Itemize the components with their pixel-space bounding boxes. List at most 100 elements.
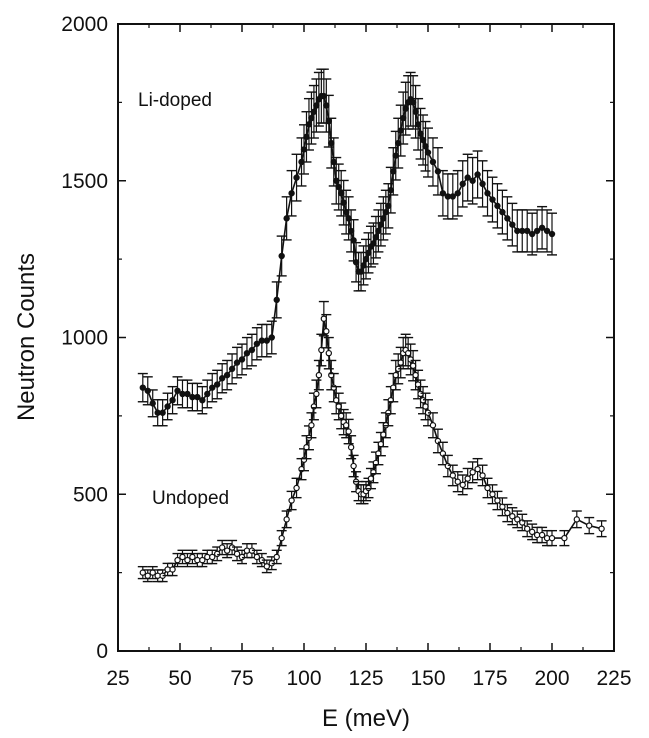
data-point xyxy=(347,227,355,235)
data-point xyxy=(561,534,568,542)
data-point xyxy=(238,356,246,363)
data-point xyxy=(586,522,593,529)
data-point xyxy=(409,362,417,369)
data-point xyxy=(218,375,226,382)
data-point xyxy=(484,484,491,492)
data-point xyxy=(509,221,516,228)
data-point xyxy=(350,462,357,470)
data-point xyxy=(305,121,313,128)
data-point xyxy=(360,262,367,269)
data-point xyxy=(233,550,241,558)
data-point xyxy=(300,456,308,463)
data-point xyxy=(377,440,385,448)
x-tick-labels: 25 50 75 100 125 150 175 200 225 xyxy=(106,667,631,690)
data-point xyxy=(469,177,476,184)
data-point xyxy=(174,556,181,564)
x-tick-label: 175 xyxy=(472,667,507,690)
data-point xyxy=(273,553,280,561)
series-layer xyxy=(137,68,607,583)
data-point xyxy=(538,531,546,539)
data-point xyxy=(179,553,186,561)
data-point xyxy=(489,491,496,498)
y-tick-label: 500 xyxy=(73,483,108,506)
data-point xyxy=(194,393,201,401)
x-tick-label: 100 xyxy=(286,667,321,690)
x-tick-label: 225 xyxy=(596,667,631,690)
data-point xyxy=(335,403,342,410)
data-point xyxy=(315,371,323,379)
data-point xyxy=(494,497,501,504)
data-point xyxy=(543,227,551,235)
data-point xyxy=(377,221,385,228)
data-point xyxy=(449,193,456,200)
data-point xyxy=(499,208,506,216)
data-point xyxy=(429,158,437,166)
data-point xyxy=(365,249,372,257)
data-point xyxy=(434,168,442,175)
data-point xyxy=(253,340,261,347)
data-point xyxy=(489,196,496,203)
data-point xyxy=(213,550,221,558)
data-point xyxy=(372,233,380,241)
data-point xyxy=(169,397,176,404)
data-point xyxy=(414,121,422,128)
data-point xyxy=(459,481,466,489)
data-point xyxy=(248,346,256,354)
series-line xyxy=(142,318,602,577)
x-tick-label: 25 xyxy=(106,667,129,690)
data-point xyxy=(380,431,387,438)
data-point xyxy=(392,371,399,379)
data-point xyxy=(308,422,315,429)
data-point xyxy=(340,199,347,206)
data-point xyxy=(422,143,429,150)
data-point xyxy=(310,108,318,115)
data-point xyxy=(474,171,481,178)
data-point xyxy=(303,133,310,141)
annotation-undoped: Undoped xyxy=(152,488,229,509)
data-point xyxy=(253,553,261,561)
x-tick-label: 50 xyxy=(168,667,191,690)
data-point xyxy=(273,296,280,304)
data-point xyxy=(243,349,251,357)
data-point xyxy=(223,547,231,554)
data-point xyxy=(338,190,345,197)
data-point xyxy=(313,390,320,398)
x-tick-label: 125 xyxy=(348,667,383,690)
data-point xyxy=(320,92,328,100)
data-point xyxy=(320,315,328,322)
data-point xyxy=(199,397,206,404)
data-point xyxy=(370,240,377,247)
data-point xyxy=(335,183,342,191)
series-undoped xyxy=(137,300,607,583)
data-point xyxy=(213,381,221,388)
data-point xyxy=(548,230,556,238)
data-point xyxy=(144,572,151,579)
data-point xyxy=(288,497,295,504)
data-point xyxy=(278,534,285,542)
data-point xyxy=(412,371,419,379)
data-point xyxy=(325,349,332,357)
data-point xyxy=(404,349,412,357)
data-point xyxy=(479,472,486,479)
y-tick-label: 2000 xyxy=(61,13,108,36)
y-axis-title: Neutron Counts xyxy=(13,253,40,421)
data-point xyxy=(424,149,432,156)
data-point xyxy=(164,403,171,410)
data-point xyxy=(454,478,461,485)
data-point xyxy=(323,102,330,109)
data-point xyxy=(504,509,511,517)
data-point xyxy=(330,384,337,391)
data-point xyxy=(419,136,427,144)
data-point xyxy=(464,475,471,482)
data-point xyxy=(397,359,404,366)
data-point xyxy=(347,444,355,451)
data-point xyxy=(278,252,285,260)
data-point xyxy=(474,465,481,473)
data-point xyxy=(407,356,414,363)
data-point xyxy=(400,114,407,122)
data-point xyxy=(293,484,300,492)
data-point xyxy=(313,102,320,109)
data-point xyxy=(352,259,360,266)
annotation-li-doped: Li-doped xyxy=(138,90,212,111)
data-point xyxy=(204,390,211,398)
